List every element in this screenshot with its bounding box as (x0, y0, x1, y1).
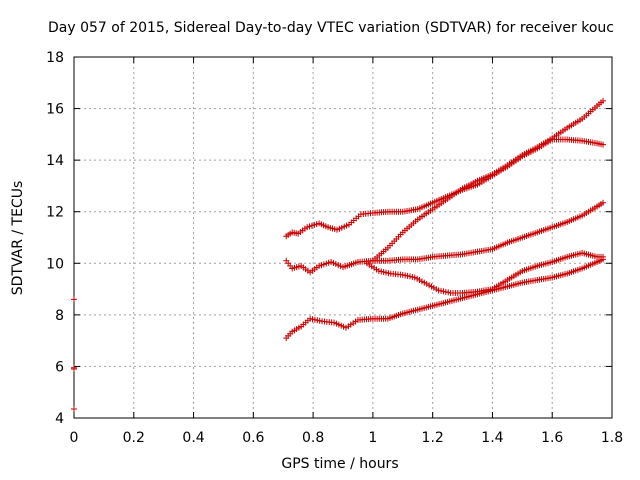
axis-ticks: 0 0.2 0.4 0.6 0.8 1 1.2 1.4 1.6 1.8 4 6 8 10 12 14 16 18 (46, 50, 623, 446)
x-tick-label: 1.6 (541, 430, 563, 446)
data-point (71, 296, 77, 303)
x-axis-label: GPS time / hours (281, 456, 399, 472)
x-tick-label: 0.8 (302, 430, 324, 446)
x-tick-label: 0.6 (242, 430, 264, 446)
x-tick-label: 0 (70, 430, 79, 446)
series-sat-e (369, 97, 607, 264)
series-sat-c (283, 256, 607, 342)
chart-title: Day 057 of 2015, Sidereal Day-to-day VTE… (48, 20, 614, 36)
y-tick-label: 4 (55, 411, 64, 427)
x-tick-label: 1.8 (601, 430, 623, 446)
x-tick-label: 1.4 (481, 430, 503, 446)
y-tick-label: 12 (46, 205, 64, 221)
series-sat-b (283, 199, 607, 276)
data-point (600, 253, 607, 260)
x-tick-label: 0.2 (123, 430, 145, 446)
series-sat-d (363, 249, 607, 296)
x-tick-label: 1.2 (422, 430, 444, 446)
data-point (71, 366, 77, 373)
x-tick-label: 1 (368, 430, 377, 446)
y-tick-label: 14 (46, 153, 64, 169)
data-points (71, 97, 607, 412)
y-tick-label: 16 (46, 102, 64, 118)
y-tick-label: 18 (46, 50, 64, 66)
data-point (600, 199, 607, 206)
series-sat-a (283, 136, 607, 240)
y-axis-label: SDTVAR / TECUs (10, 180, 26, 296)
plot-frame (73, 56, 613, 419)
grid-lines (74, 57, 612, 418)
x-tick-label: 0.4 (182, 430, 204, 446)
data-point (71, 405, 77, 412)
y-tick-label: 8 (55, 308, 64, 324)
series-axis-points (71, 296, 77, 412)
y-tick-label: 6 (55, 359, 64, 375)
y-tick-label: 10 (46, 256, 64, 272)
data-point (600, 141, 607, 148)
data-point (600, 97, 607, 104)
